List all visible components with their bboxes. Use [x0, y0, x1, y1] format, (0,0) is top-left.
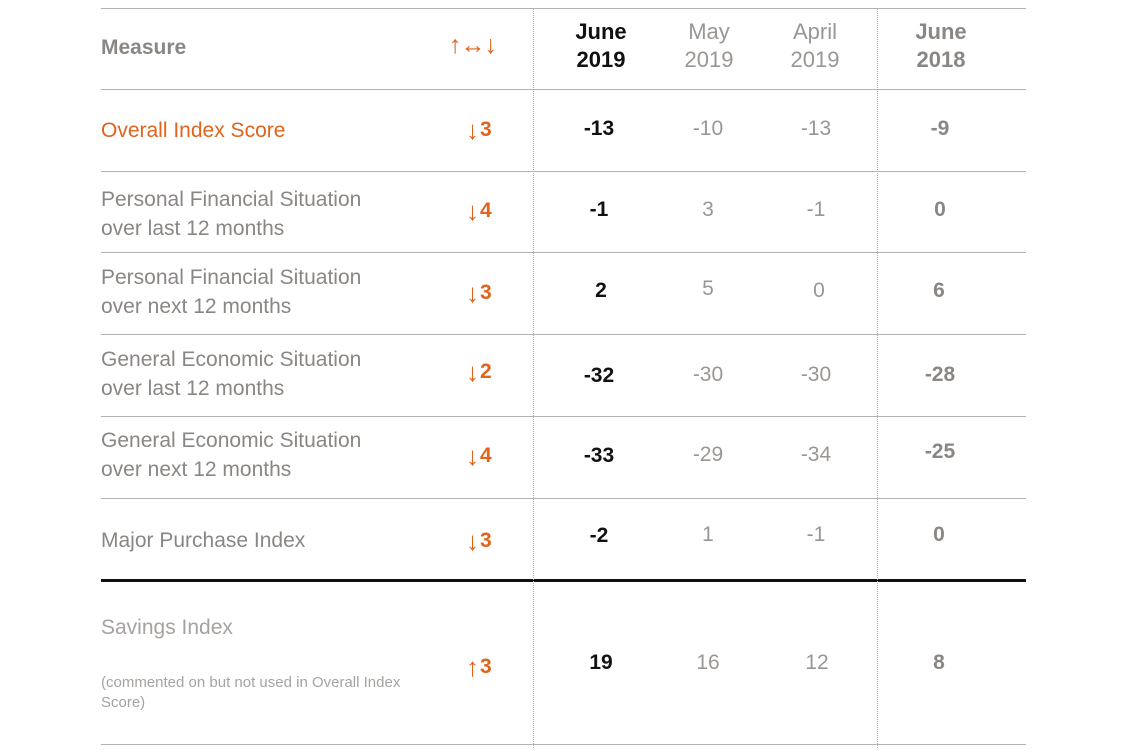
row-label-overall-index-score: Overall Index Score	[101, 119, 286, 142]
column-header-year: 2019	[684, 47, 734, 72]
column-header-month: April	[792, 19, 837, 44]
trend-indicator: ↑3	[466, 652, 492, 682]
measure-header: Measure	[101, 36, 187, 59]
row-label-general-economic-next-12: General Economic Situation over next 12 …	[101, 426, 431, 484]
value-april-2019: 0	[813, 279, 825, 302]
column-header-month: June	[915, 19, 967, 44]
value-june-2018: 8	[933, 651, 945, 674]
value-june-2019: 19	[589, 651, 613, 674]
value-april-2019: -13	[800, 117, 832, 140]
value-june-2018: 6	[933, 279, 945, 302]
value-june-2019: -32	[583, 364, 615, 387]
arrow-down-icon: ↓	[466, 526, 479, 556]
table-rule	[101, 744, 1026, 745]
value-june-2019: 2	[595, 279, 607, 302]
column-header-april-2019: April 2019	[760, 18, 870, 74]
column-header-may-2019: May 2019	[654, 18, 764, 74]
column-header-june-2018: June 2018	[886, 18, 996, 74]
column-divider	[533, 8, 534, 748]
value-may-2019: 1	[702, 523, 714, 546]
row-label-personal-financial-last-12: Personal Financial Situation over last 1…	[101, 185, 431, 243]
value-june-2019: -13	[583, 117, 615, 140]
trend-value: 4	[480, 444, 492, 467]
table-rule	[101, 334, 1026, 335]
trend-indicator: ↓3	[466, 115, 492, 145]
column-header-june-2019: June 2019	[546, 18, 656, 74]
value-june-2018: -25	[924, 440, 956, 463]
row-label-personal-financial-next-12: Personal Financial Situation over next 1…	[101, 263, 431, 321]
trend-indicator: ↓4	[466, 441, 492, 471]
row-label-line: General Economic Situation	[101, 348, 362, 371]
value-may-2019: -30	[692, 363, 724, 386]
row-label-line: Personal Financial Situation	[101, 266, 362, 289]
trend-value: 3	[480, 281, 492, 304]
row-label-line: General Economic Situation	[101, 429, 362, 452]
row-label-major-purchase-index: Major Purchase Index	[101, 529, 306, 552]
value-may-2019: -10	[692, 117, 724, 140]
arrow-down-icon: ↓	[466, 115, 479, 145]
value-may-2019: 16	[696, 651, 720, 674]
row-label-line: over last 12 months	[101, 217, 285, 240]
trend-value: 4	[480, 199, 492, 222]
table-rule	[101, 498, 1026, 499]
arrow-down-icon: ↓	[466, 441, 479, 471]
value-may-2019: -29	[692, 443, 724, 466]
trend-indicator: ↓3	[466, 526, 492, 556]
trend-value: 3	[480, 118, 492, 141]
value-june-2018: -28	[924, 363, 956, 386]
arrow-up-icon: ↑	[466, 652, 479, 682]
table-rule	[101, 252, 1026, 253]
row-label-line: Personal Financial Situation	[101, 188, 362, 211]
table-rule	[101, 8, 1026, 9]
trend-value: 3	[480, 529, 492, 552]
arrow-down-icon: ↓	[466, 196, 479, 226]
table-rule	[101, 171, 1026, 172]
column-header-year: 2019	[790, 47, 840, 72]
value-june-2019: -2	[589, 524, 609, 547]
value-may-2019: 3	[702, 198, 714, 221]
value-june-2018: -9	[930, 117, 950, 140]
value-may-2019: 5	[702, 277, 714, 300]
trend-indicator: ↓2	[466, 357, 492, 387]
table-rule	[101, 89, 1026, 90]
row-label-general-economic-last-12: General Economic Situation over last 12 …	[101, 345, 431, 403]
trend-indicator: ↓4	[466, 196, 492, 226]
value-june-2019: -1	[589, 198, 609, 221]
value-april-2019: -1	[806, 198, 826, 221]
column-divider	[877, 8, 878, 748]
column-header-year: 2018	[916, 47, 966, 72]
value-april-2019: -1	[806, 523, 826, 546]
value-june-2019: -33	[583, 444, 615, 467]
column-header-month: June	[575, 19, 627, 44]
arrow-down-icon: ↓	[466, 357, 479, 387]
arrow-down-icon: ↓	[466, 278, 479, 308]
trend-value: 3	[480, 655, 492, 678]
row-label-line: over next 12 months	[101, 295, 292, 318]
trend-value: 2	[480, 360, 492, 383]
value-april-2019: 12	[805, 651, 829, 674]
row-label-line: over next 12 months	[101, 458, 292, 481]
value-june-2018: 0	[933, 523, 945, 546]
savings-index-note: (commented on but not used in Overall In…	[101, 674, 401, 711]
section-divider	[101, 579, 1026, 582]
value-june-2018: 0	[934, 198, 946, 221]
column-header-year: 2019	[576, 47, 626, 72]
value-april-2019: -30	[800, 363, 832, 386]
value-april-2019: -34	[800, 443, 832, 466]
column-header-month: May	[688, 19, 730, 44]
table-rule	[101, 416, 1026, 417]
row-label-savings-index: Savings Index	[101, 616, 233, 639]
trend-indicator: ↓3	[466, 278, 492, 308]
row-label-line: over last 12 months	[101, 377, 285, 400]
trend-header-icon: ↑↔↓	[449, 31, 497, 59]
